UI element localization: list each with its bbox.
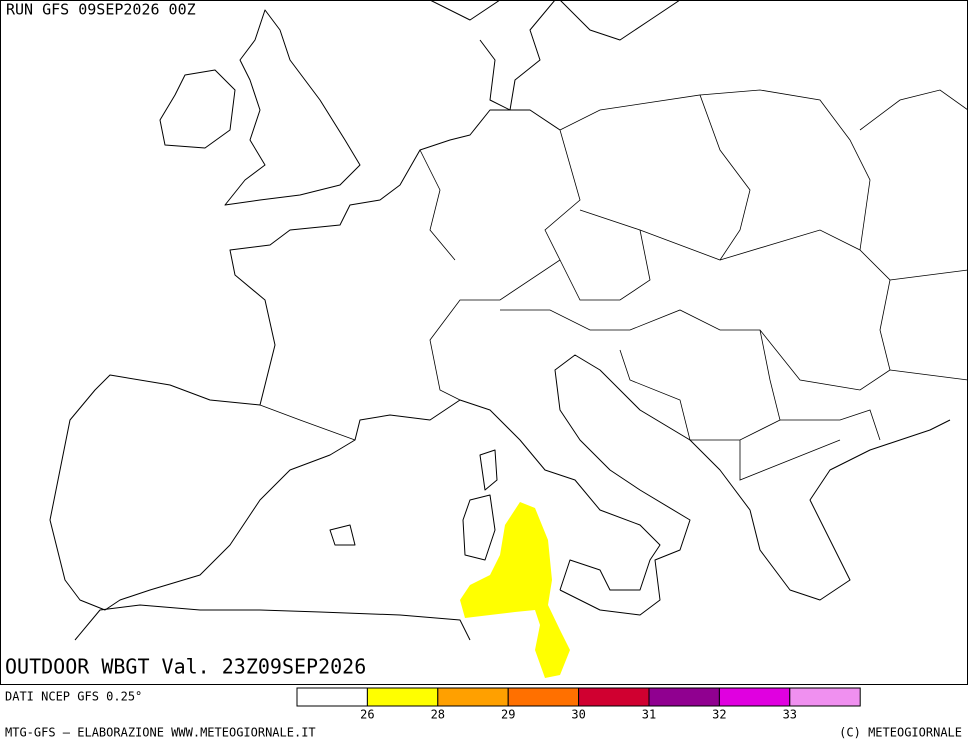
colorbar-tick-label: 29: [501, 708, 515, 722]
colorbar-cell: [507, 687, 580, 707]
colorbar-tick-label: 32: [712, 708, 726, 722]
colorbar-cell: [366, 687, 439, 707]
colorbar-cell: [718, 687, 791, 707]
colorbar-tick-label: 28: [431, 708, 445, 722]
map-outlines: [49, 0, 968, 641]
footer-left: MTG-GFS — ELABORAZIONE WWW.METEOGIORNALE…: [5, 726, 316, 740]
colorbar-cell: [296, 687, 368, 707]
footer-right: (C) METEOGIORNALE: [839, 726, 962, 740]
colorbar-tick-label: 31: [642, 708, 656, 722]
source-label: DATI NCEP GFS 0.25°: [5, 690, 142, 704]
map-frame: [0, 0, 968, 685]
colorbar-cell: [437, 687, 509, 707]
colorbar-tick-label: 30: [571, 708, 585, 722]
colorbar-tick-label: 33: [783, 708, 797, 722]
wbgt-area: [460, 502, 570, 678]
colorbar: 26 28 29 30 31 32 33: [296, 687, 861, 722]
run-label: RUN GFS 09SEP2026 00Z: [6, 1, 196, 19]
colorbar-cell: [648, 687, 720, 707]
colorbar-tick-label: 26: [360, 708, 374, 722]
colorbar-cell: [578, 687, 650, 707]
colorbar-cell: [789, 687, 861, 707]
map-title: OUTDOOR WBGT Val. 23Z09SEP2026: [5, 655, 366, 679]
